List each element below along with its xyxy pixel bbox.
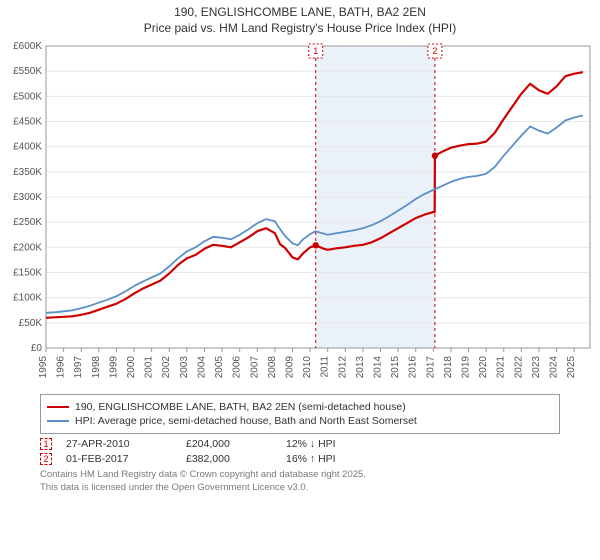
- x-tick-label: 1996: [56, 356, 67, 379]
- legend-row: 190, ENGLISHCOMBE LANE, BATH, BA2 2EN (s…: [47, 401, 553, 413]
- y-tick-label: £300K: [13, 192, 42, 203]
- y-tick-label: £100K: [13, 293, 42, 304]
- sale-row-pct: 12% ↓ HPI: [286, 438, 406, 450]
- chart-container: 190, ENGLISHCOMBE LANE, BATH, BA2 2EN Pr…: [0, 0, 600, 560]
- x-tick-label: 2008: [267, 356, 278, 379]
- sale-marker-num: 1: [313, 46, 318, 56]
- footer-line-2: This data is licensed under the Open Gov…: [40, 482, 560, 494]
- x-tick-label: 2016: [408, 356, 419, 379]
- sale-row-marker: 1: [40, 438, 52, 450]
- x-tick-label: 1995: [38, 356, 49, 379]
- chart-bg: [0, 38, 600, 388]
- y-tick-label: £250K: [13, 218, 42, 229]
- x-tick-label: 2015: [390, 356, 401, 379]
- title-line-2: Price paid vs. HM Land Registry's House …: [0, 20, 600, 36]
- y-tick-label: £0: [31, 343, 43, 354]
- legend-box: 190, ENGLISHCOMBE LANE, BATH, BA2 2EN (s…: [40, 394, 560, 434]
- x-tick-label: 2025: [566, 356, 577, 379]
- x-tick-label: 2014: [372, 356, 383, 379]
- chart-area: £0 £50K £100K £150K £200K £250K £300K £350K £400…: [0, 38, 600, 388]
- y-tick-label: £500K: [13, 92, 42, 103]
- x-tick-label: 1997: [73, 356, 84, 379]
- x-tick-label: 2018: [443, 356, 454, 379]
- x-tick-label: 2012: [337, 356, 348, 379]
- sale-marker-dot: [313, 242, 319, 248]
- x-tick-label: 2011: [320, 356, 331, 378]
- x-tick-label: 2007: [249, 356, 260, 379]
- x-tick-label: 1999: [108, 356, 119, 379]
- legend-swatch: [47, 420, 69, 422]
- x-tick-label: 1998: [91, 356, 102, 379]
- x-tick-label: 2002: [161, 356, 172, 379]
- x-tick-label: 2000: [126, 356, 137, 379]
- sale-row-pct: 16% ↑ HPI: [286, 453, 406, 465]
- sale-row-price: £204,000: [186, 438, 286, 450]
- x-tick-label: 2024: [549, 356, 560, 379]
- x-tick-label: 2001: [144, 356, 155, 379]
- y-tick-label: £550K: [13, 67, 42, 78]
- legend-row: HPI: Average price, semi-detached house,…: [47, 415, 553, 427]
- x-tick-label: 2017: [425, 356, 436, 379]
- x-tick-label: 2009: [284, 356, 295, 379]
- sale-row-date: 01-FEB-2017: [66, 453, 186, 465]
- y-tick-label: £600K: [13, 41, 42, 52]
- legend-swatch: [47, 406, 69, 408]
- legend-label: 190, ENGLISHCOMBE LANE, BATH, BA2 2EN (s…: [75, 401, 406, 413]
- x-tick-label: 2010: [302, 356, 313, 379]
- legend-label: HPI: Average price, semi-detached house,…: [75, 415, 417, 427]
- y-tick-label: £450K: [13, 117, 42, 128]
- sale-row-price: £382,000: [186, 453, 286, 465]
- y-tick-label: £50K: [19, 318, 43, 329]
- x-tick-label: 2013: [355, 356, 366, 379]
- x-tick-label: 2023: [531, 356, 542, 379]
- sale-row-date: 27-APR-2010: [66, 438, 186, 450]
- sale-marker-dot: [432, 153, 438, 159]
- x-tick-label: 2020: [478, 356, 489, 379]
- y-tick-label: £350K: [13, 167, 42, 178]
- title-block: 190, ENGLISHCOMBE LANE, BATH, BA2 2EN Pr…: [0, 0, 600, 38]
- x-tick-label: 2005: [214, 356, 225, 379]
- x-tick-label: 2004: [196, 356, 207, 379]
- sale-row: 2 01-FEB-2017£382,00016% ↑ HPI: [40, 453, 560, 465]
- y-tick-label: £200K: [13, 243, 42, 254]
- footer-line-1: Contains HM Land Registry data © Crown c…: [40, 469, 560, 481]
- x-tick-label: 2021: [496, 356, 507, 379]
- y-tick-label: £150K: [13, 268, 42, 279]
- x-tick-label: 2022: [513, 356, 524, 379]
- sale-row: 1 27-APR-2010£204,00012% ↓ HPI: [40, 438, 560, 450]
- sale-marker-num: 2: [432, 46, 437, 56]
- chart-svg: £0 £50K £100K £150K £200K £250K £300K £350K £400…: [0, 38, 600, 388]
- footer-text: Contains HM Land Registry data © Crown c…: [40, 469, 560, 494]
- x-tick-label: 2006: [232, 356, 243, 379]
- x-tick-label: 2003: [179, 356, 190, 379]
- x-tick-label: 2019: [461, 356, 472, 379]
- sale-rows: 1 27-APR-2010£204,00012% ↓ HPI 2 01-FEB-201…: [40, 438, 560, 465]
- y-tick-label: £400K: [13, 142, 42, 153]
- sale-row-marker: 2: [40, 453, 52, 465]
- title-line-1: 190, ENGLISHCOMBE LANE, BATH, BA2 2EN: [0, 4, 600, 20]
